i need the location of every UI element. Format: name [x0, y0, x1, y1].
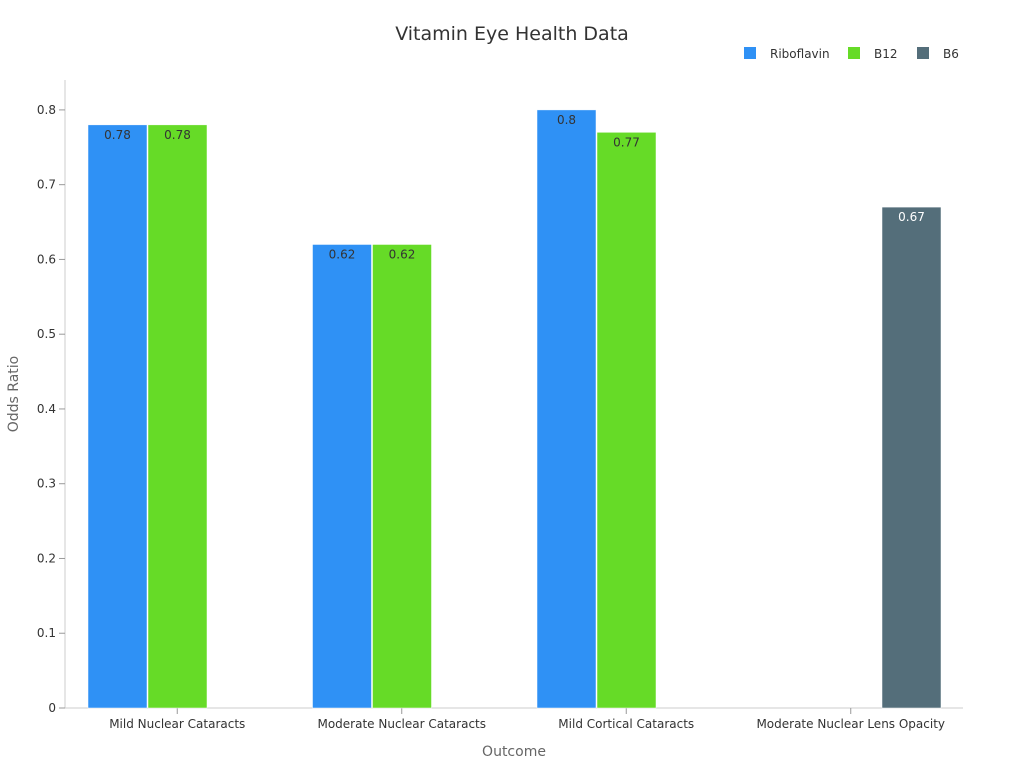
bar-riboflavin-3 [536, 109, 597, 709]
y-tick-label: 0.7 [37, 178, 56, 192]
x-tick-label: Moderate Nuclear Cataracts [317, 717, 486, 731]
bar-b12-3 [596, 132, 657, 709]
legend-swatch-b12 [848, 47, 860, 59]
y-tick-label: 0.8 [37, 103, 56, 117]
legend-label-b6: B6 [943, 47, 959, 61]
legend-label-riboflavin: Riboflavin [770, 47, 830, 61]
bar-riboflavin-2 [312, 244, 372, 709]
y-tick-label: 0.2 [37, 551, 56, 565]
bar-riboflavin-1 [87, 124, 148, 709]
y-tick-label: 0 [48, 701, 56, 715]
bars [87, 109, 942, 709]
legend-swatch-b6 [917, 47, 929, 59]
data-label: 0.62 [389, 247, 416, 261]
chart-title: Vitamin Eye Health Data [395, 23, 629, 45]
data-label: 0.8 [557, 113, 576, 127]
y-tick-label: 0.4 [37, 402, 56, 416]
data-label: 0.62 [329, 247, 356, 261]
data-label: 0.77 [613, 135, 640, 149]
bar-b12-2 [372, 244, 432, 709]
x-tick-label: Mild Nuclear Cataracts [109, 717, 245, 731]
data-labels: 0.78 0.78 0.62 0.62 0.8 0.77 0.67 [104, 113, 925, 262]
data-label: 0.78 [104, 128, 131, 142]
axes: 0 0.1 0.2 0.3 0.4 0.5 0.6 0.7 0.8 Mild Nuclear Ca… [37, 80, 963, 731]
x-tick-label: Mild Cortical Cataracts [558, 717, 694, 731]
data-label: 0.67 [898, 210, 925, 224]
legend: Riboflavin B12 B6 [744, 47, 959, 61]
legend-swatch-riboflavin [744, 47, 756, 59]
bar-b6-4 [881, 206, 942, 709]
y-tick-label: 0.3 [37, 477, 56, 491]
x-tick-label: Moderate Nuclear Lens Opacity [756, 717, 945, 731]
bar-b12-1 [147, 124, 208, 709]
legend-label-b12: B12 [874, 47, 898, 61]
y-axis-title: Odds Ratio [6, 356, 22, 432]
y-tick-label: 0.6 [37, 252, 56, 266]
x-axis-title: Outcome [482, 744, 546, 760]
y-tick-label: 0.5 [37, 327, 56, 341]
y-tick-label: 0.1 [37, 626, 56, 640]
data-label: 0.78 [164, 128, 191, 142]
